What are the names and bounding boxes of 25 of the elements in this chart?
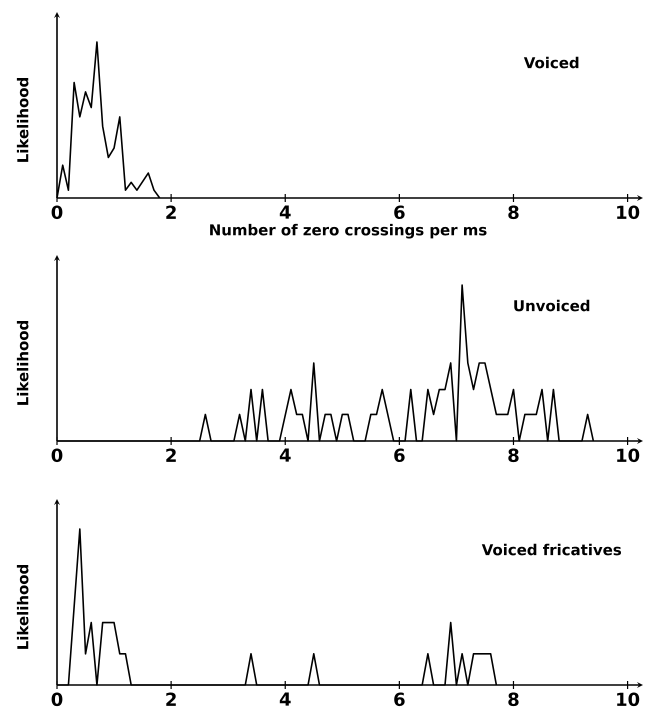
text: Voiced fricatives	[482, 544, 622, 556]
x-tick-label: 2	[166, 448, 176, 462]
x-tick-label: 4	[280, 206, 291, 219]
x-tick-label: 8	[508, 448, 519, 462]
text: Unvoiced	[514, 300, 590, 312]
x-tick-label: 4	[280, 692, 291, 706]
x-tick-label: 0	[52, 206, 62, 220]
x-tick-label: 4	[280, 448, 291, 462]
x-tick-label: 10	[617, 448, 640, 462]
x-axis-title: Number of zero crossings per ms	[210, 224, 487, 238]
x-tick-label: 10	[617, 692, 640, 706]
x-tick-label: 2	[166, 692, 176, 706]
y-axis-title: Likelihood	[16, 321, 28, 405]
x-tick-label: 8	[508, 692, 519, 706]
x-tick-label: 0	[52, 692, 62, 706]
x-tick-label: 0	[52, 448, 62, 462]
y-axis-title: Likelihood	[16, 78, 28, 162]
x-tick-label: 6	[394, 206, 405, 220]
x-tick-label: 10	[617, 206, 640, 220]
y-axis-title: Likelihood	[16, 565, 28, 649]
x-tick-label: 6	[394, 692, 405, 706]
text: Voiced	[524, 56, 578, 68]
x-tick-label: 6	[394, 448, 405, 462]
x-tick-label: 2	[166, 206, 176, 219]
x-tick-label: 8	[508, 206, 519, 220]
